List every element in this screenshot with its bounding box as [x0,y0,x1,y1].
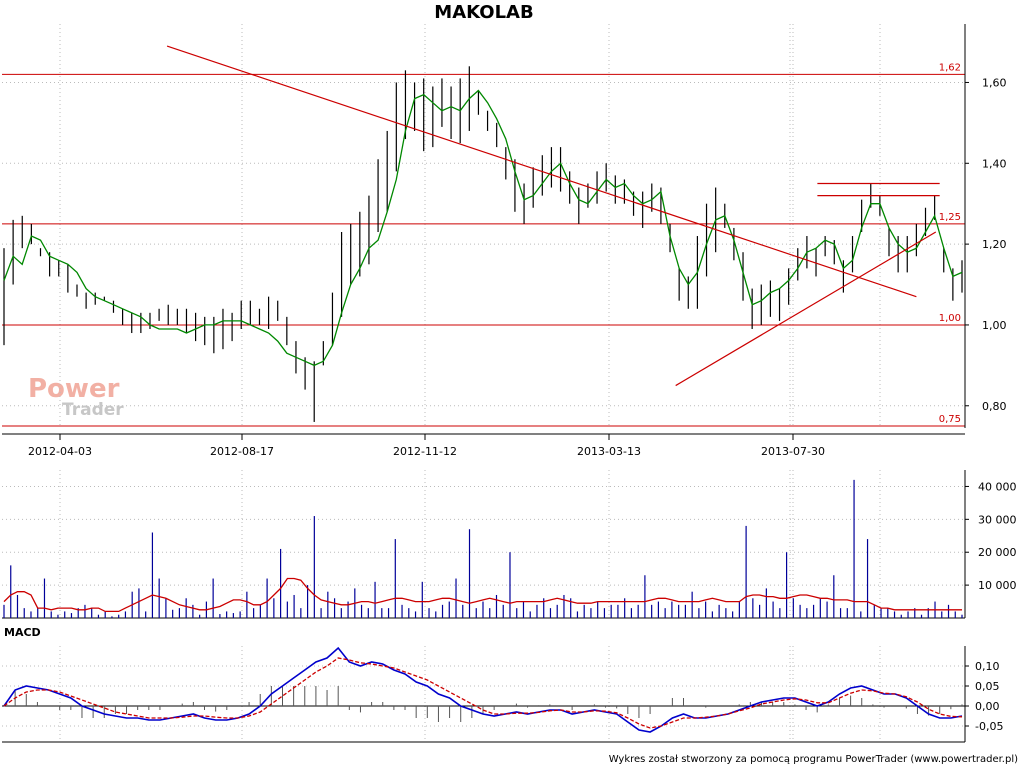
price-x-tick-label: 2012-08-17 [210,445,274,458]
watermark-trader: Trader [62,400,124,420]
trendlines [166,45,940,387]
price-x-tick-label: 2012-11-12 [393,445,457,458]
macd-grid [2,646,965,743]
signal-line [3,657,963,729]
price-levels: 1,62 1,25 1,00 0,75 [2,62,965,427]
reference-level-label: 1,62 [939,62,961,73]
volume-y-tick-label: 20 000 [978,546,1017,559]
macd-panel: -0,05 0,00 0,05 0,10 [2,646,1003,743]
price-x-tick-label: 2013-03-13 [577,445,641,458]
price-y-tick-label: 1,40 [982,157,1007,170]
watermark-power: Power [28,374,120,404]
footer-credit: Wykres został stworzony za pomocą progra… [609,754,1018,765]
macd-lines [3,646,963,733]
price-x-axis: 2012-04-03 2012-08-17 2012-11-12 2013-03-13… [2,433,965,458]
volume-y-tick-label: 10 000 [978,579,1017,592]
reference-level-label: 1,00 [939,313,961,324]
price-x-tick-label: 2012-04-03 [28,445,92,458]
reference-level-label: 1,25 [939,212,961,223]
macd-y-tick-label: 0,00 [975,700,1000,713]
chart-title: MAKOLAB [434,2,533,23]
volume-grid [2,470,965,619]
volume-y-tick-label: 40 000 [978,480,1017,493]
trendline [166,45,917,298]
macd-y-tick-label: -0,05 [975,720,1003,733]
volume-y-axis: 10 000 20 000 30 000 40 000 [964,470,1017,618]
price-y-axis: 0,80 1,00 1,20 1,40 1,60 [964,24,1007,428]
price-bars [3,66,963,422]
macd-histogram [14,686,963,722]
volume-panel: 10 000 20 000 30 000 40 000 [2,470,1017,619]
reference-level-label: 0,75 [939,414,961,425]
watermark-logo: Power Trader [28,374,124,420]
price-y-tick-label: 1,20 [982,238,1007,251]
macd-y-axis: -0,05 0,00 0,05 0,10 [964,646,1003,742]
price-y-tick-label: 1,60 [982,76,1007,89]
macd-line [3,646,963,733]
price-y-tick-label: 1,00 [982,319,1007,332]
price-panel: 1,62 1,25 1,00 0,75 0,80 1,00 1,20 1,40 1,60 20… [2,24,1007,458]
price-moving-average [3,89,963,367]
macd-y-tick-label: 0,05 [975,680,1000,693]
volume-y-tick-label: 30 000 [978,513,1017,526]
trendline [675,231,937,387]
price-x-tick-label: 2013-07-30 [761,445,825,458]
price-grid [2,24,965,428]
volume-bars [3,479,963,618]
volume-average [3,577,962,613]
volume-average-line [3,577,962,613]
macd-panel-title: MACD [4,626,41,639]
moving-average-line [3,89,963,367]
price-y-tick-label: 0,80 [982,400,1007,413]
macd-y-tick-label: 0,10 [975,660,1000,673]
